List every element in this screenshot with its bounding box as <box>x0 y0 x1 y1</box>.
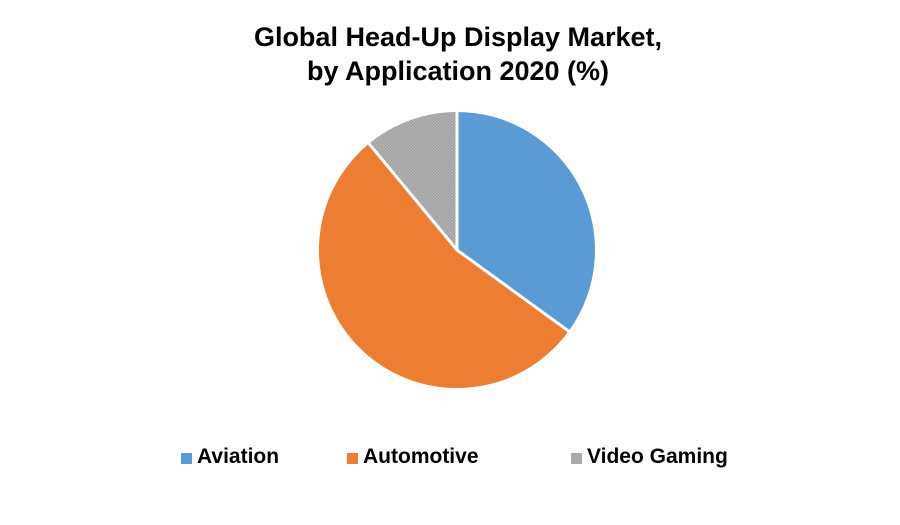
slice-separator <box>456 248 570 333</box>
chart-title: Global Head-Up Display Market, by Applic… <box>16 20 900 88</box>
legend-label: Video Gaming <box>587 445 728 468</box>
legend-item-automotive: Automotive <box>347 445 479 469</box>
pie-chart <box>318 112 595 389</box>
video-gaming-swatch-icon <box>571 452 582 464</box>
legend-item-aviation: Aviation <box>181 445 279 469</box>
automotive-swatch-icon <box>347 452 358 464</box>
chart-title-line-1: Global Head-Up Display Market, <box>253 22 663 52</box>
legend-item-video-gaming: Video Gaming <box>571 445 728 469</box>
slice-separator <box>367 142 459 251</box>
chart-title-line-2: by Application 2020 (%) <box>306 56 610 86</box>
legend-label: Automotive <box>363 445 479 468</box>
pie-slice-video-gaming <box>369 112 457 250</box>
pie-slice-aviation <box>457 112 595 332</box>
aviation-swatch-icon <box>181 452 192 464</box>
legend-label: Aviation <box>197 445 280 468</box>
pie-slice-automotive <box>318 143 569 389</box>
